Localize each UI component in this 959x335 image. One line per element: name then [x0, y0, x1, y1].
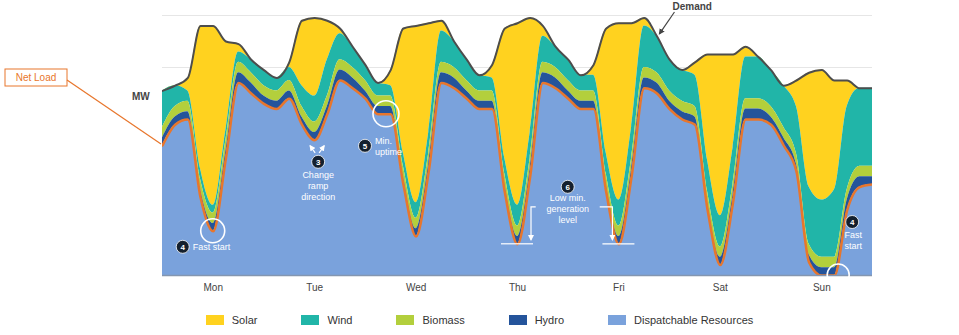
svg-text:Fri: Fri [613, 282, 625, 293]
svg-text:MW: MW [132, 91, 150, 102]
svg-text:Net Load: Net Load [16, 72, 57, 83]
html-text:Hydro: Hydro [534, 314, 564, 326]
html-text:Dispatchable Resources: Dispatchable Resources [634, 314, 754, 326]
svg-text:start: start [844, 241, 862, 251]
svg-text:5: 5 [363, 142, 368, 151]
svg-text:3: 3 [316, 158, 321, 167]
svg-text:generation: generation [546, 204, 589, 214]
svg-text:Mon: Mon [203, 282, 222, 293]
svg-text:direction: direction [301, 192, 335, 202]
html-text:Biomass: Biomass [422, 314, 465, 326]
svg-text:Demand: Demand [672, 1, 711, 12]
svg-text:Tue: Tue [306, 282, 323, 293]
svg-text:4: 4 [180, 243, 185, 252]
svg-text:Sat: Sat [713, 282, 728, 293]
svg-text:uptime: uptime [375, 147, 402, 157]
svg-text:Min.: Min. [375, 136, 392, 146]
svg-text:Fast start: Fast start [193, 242, 231, 252]
svg-text:Thu: Thu [509, 282, 526, 293]
svg-text:Change: Change [302, 170, 334, 180]
svg-text:Sun: Sun [813, 282, 831, 293]
svg-text:6: 6 [565, 183, 570, 192]
svg-text:Low min.: Low min. [550, 193, 586, 203]
html-text:Wind: Wind [327, 314, 353, 326]
svg-text:Wed: Wed [406, 282, 426, 293]
svg-text:ramp: ramp [308, 181, 329, 191]
svg-text:Fast: Fast [844, 230, 862, 240]
svg-text:4: 4 [850, 218, 855, 227]
svg-text:level: level [558, 215, 577, 225]
html-text:Solar: Solar [231, 314, 258, 326]
